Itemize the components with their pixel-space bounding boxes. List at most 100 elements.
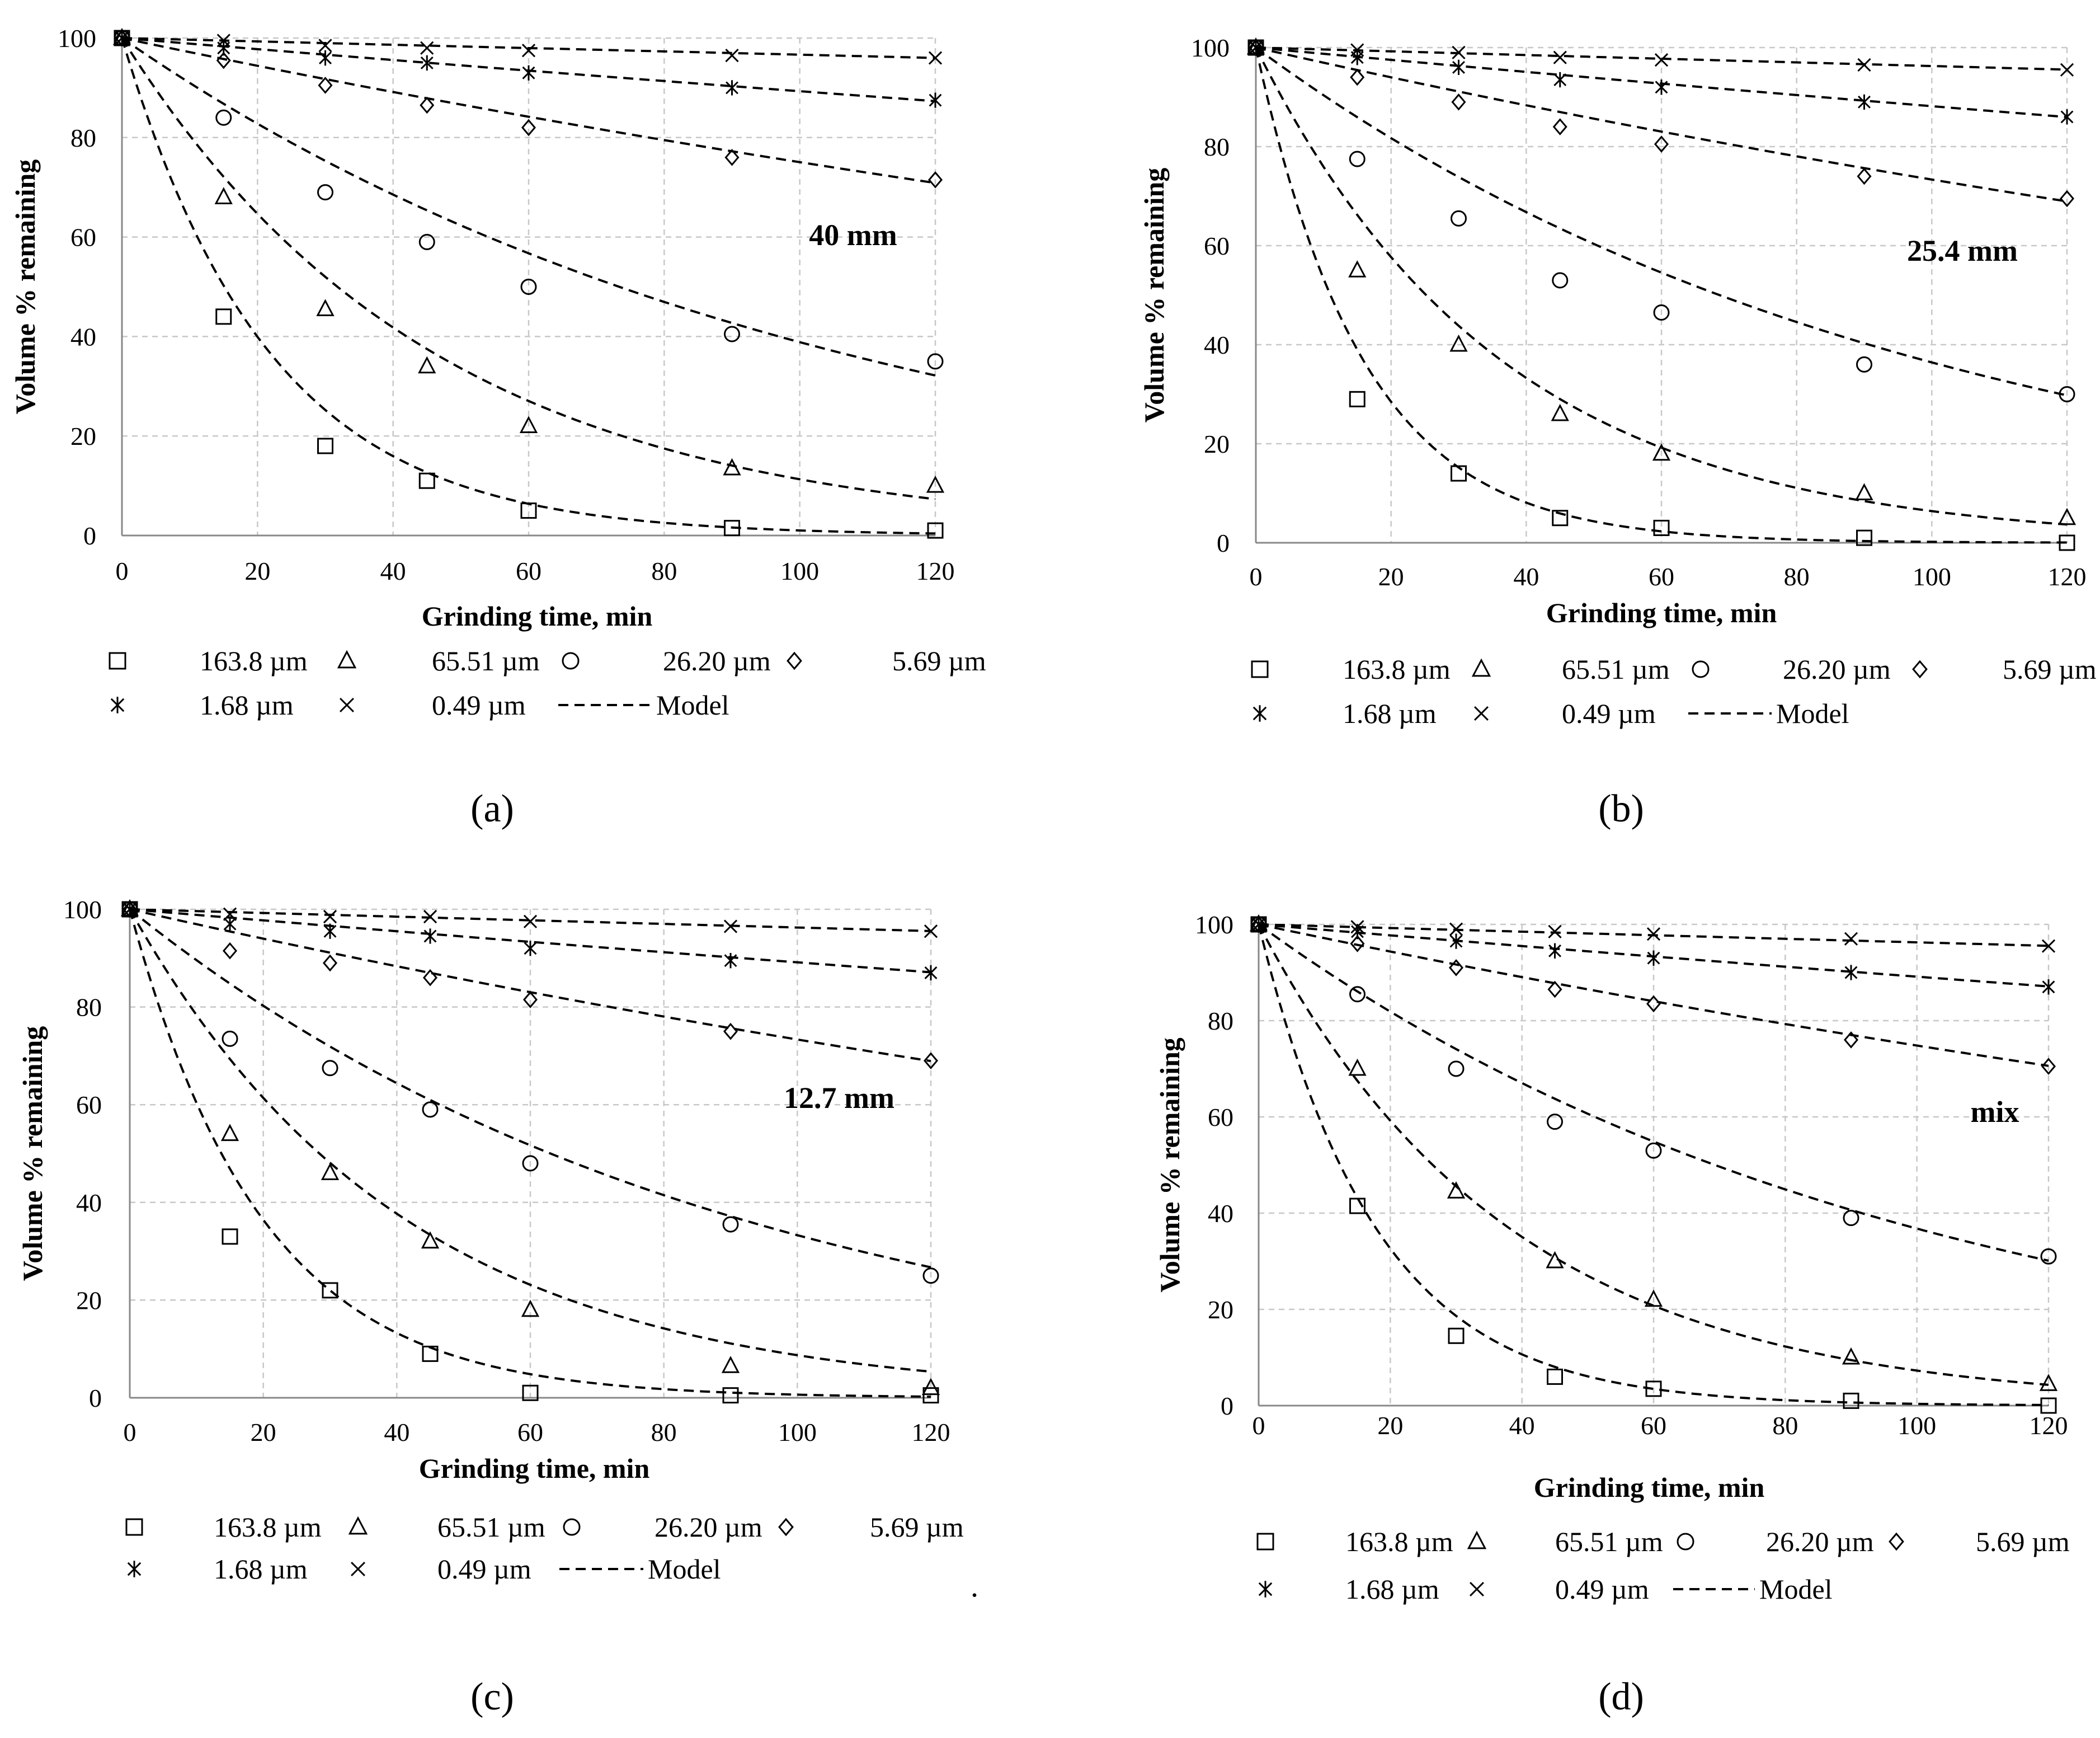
data-point bbox=[322, 1060, 338, 1077]
y-tick-label: 0 bbox=[89, 1384, 102, 1412]
data-point bbox=[723, 919, 738, 933]
x-tick-label: 100 bbox=[1913, 562, 1951, 591]
data-point bbox=[1548, 924, 1562, 939]
data-point bbox=[422, 969, 438, 987]
legend-diamond-symbol bbox=[778, 1518, 794, 1537]
x-tick-label: 40 bbox=[1509, 1411, 1535, 1440]
legend-asterisk-symbol bbox=[1258, 1581, 1273, 1598]
data-point bbox=[2059, 534, 2075, 551]
data-point bbox=[222, 1228, 238, 1245]
legend-triangle-symbol bbox=[348, 1516, 368, 1535]
data-point bbox=[2059, 190, 2075, 208]
data-point bbox=[423, 909, 437, 924]
x-tick-label: 80 bbox=[651, 557, 677, 585]
data-point bbox=[922, 1387, 939, 1404]
legend-label: 26.20 µm bbox=[1783, 654, 1891, 685]
data-point bbox=[1856, 529, 1872, 546]
model-curve bbox=[1255, 46, 2068, 203]
x-tick-label: 20 bbox=[1378, 562, 1404, 591]
data-point bbox=[922, 1267, 939, 1284]
y-tick-label: 60 bbox=[70, 223, 96, 252]
data-point bbox=[1856, 356, 1872, 373]
legend-item: 0.49 µm bbox=[340, 689, 526, 721]
model-curve bbox=[1255, 47, 2067, 544]
data-point bbox=[1350, 935, 1365, 952]
legend-label: 26.20 µm bbox=[1766, 1526, 1874, 1557]
legend-item: 65.51 µm bbox=[1471, 654, 1670, 685]
x-tick-label: 80 bbox=[1772, 1411, 1798, 1440]
data-point bbox=[1349, 1197, 1366, 1214]
x-tick-label: 0 bbox=[1253, 1411, 1265, 1440]
data-point bbox=[1350, 68, 1365, 86]
data-point bbox=[1644, 1289, 1663, 1307]
x-axis-label: Grinding time, min bbox=[1534, 1472, 1765, 1503]
data-point bbox=[1451, 210, 1467, 227]
y-tick-label: 40 bbox=[70, 322, 96, 351]
data-point bbox=[1645, 1380, 1662, 1397]
y-tick-label: 40 bbox=[76, 1189, 102, 1217]
legend-square-symbol bbox=[1251, 660, 1269, 678]
legend-label: 65.51 µm bbox=[437, 1511, 545, 1543]
data-point bbox=[1449, 933, 1463, 949]
data-point bbox=[722, 1387, 739, 1404]
stray-period: . bbox=[971, 1569, 978, 1604]
legend-item: 0.49 µm bbox=[351, 1553, 531, 1585]
data-point bbox=[522, 1155, 539, 1172]
legend-circle-symbol bbox=[562, 652, 580, 670]
legend-cross-symbol bbox=[351, 1562, 365, 1576]
legend-diamond-symbol bbox=[787, 651, 802, 670]
data-point bbox=[524, 941, 537, 956]
data-point bbox=[1349, 151, 1366, 167]
legend-label: Model bbox=[1776, 698, 1849, 729]
x-axis-label: Grinding time, min bbox=[1546, 597, 1777, 628]
legend-item: 163.8 µm bbox=[1251, 654, 1451, 685]
data-point bbox=[223, 907, 237, 921]
legend-item: 65.51 µm bbox=[1467, 1526, 1663, 1557]
data-point bbox=[115, 31, 129, 45]
data-point bbox=[522, 65, 535, 81]
data-point bbox=[1855, 483, 1873, 501]
chart-annotation: 25.4 mm bbox=[1907, 234, 2018, 267]
x-tick-label: 20 bbox=[1377, 1411, 1403, 1440]
data-point bbox=[1553, 50, 1567, 64]
x-axis-label: Grinding time, min bbox=[419, 1453, 650, 1484]
data-point bbox=[923, 1052, 939, 1069]
chart-panel-d: 0 20 40 60 80 100 0 20 40 60 80 100 120 Grinding time… bbox=[1154, 910, 2070, 1718]
data-point bbox=[1857, 167, 1872, 185]
data-point bbox=[924, 965, 938, 981]
data-point bbox=[1349, 986, 1366, 1003]
legend-item: 1.68 µm bbox=[1258, 1573, 1439, 1605]
data-point bbox=[1448, 1327, 1465, 1344]
legend-item: 0.49 µm bbox=[1474, 698, 1656, 729]
data-point bbox=[322, 954, 338, 972]
legend-cross-symbol bbox=[1470, 1582, 1484, 1596]
data-point bbox=[921, 1378, 940, 1396]
data-point bbox=[1448, 1060, 1465, 1077]
legend-label: 5.69 µm bbox=[2003, 654, 2097, 685]
legend-item: Model bbox=[558, 689, 729, 721]
data-point bbox=[1646, 995, 1661, 1013]
x-tick-label: 60 bbox=[1649, 562, 1674, 591]
data-point bbox=[519, 416, 538, 433]
data-point bbox=[1348, 260, 1367, 278]
data-point bbox=[1451, 93, 1466, 111]
x-tick-label: 40 bbox=[380, 557, 406, 585]
data-point bbox=[2057, 508, 2077, 525]
model-curve bbox=[121, 37, 936, 184]
legend-label: 5.69 µm bbox=[1976, 1526, 2070, 1557]
legend-label: 26.20 µm bbox=[655, 1511, 762, 1543]
data-point bbox=[217, 40, 230, 56]
legend-item: 65.51 µm bbox=[348, 1511, 545, 1543]
data-point bbox=[724, 149, 740, 166]
x-tick-label: 60 bbox=[516, 557, 542, 585]
data-point bbox=[2041, 1058, 2056, 1075]
data-point bbox=[1646, 927, 1661, 941]
data-point bbox=[1449, 334, 1468, 352]
data-point bbox=[721, 1356, 740, 1373]
legend-item: 1.68 µm bbox=[110, 689, 294, 721]
data-point bbox=[1249, 40, 1263, 55]
legend-label: 5.69 µm bbox=[892, 645, 986, 677]
data-point bbox=[1547, 1114, 1563, 1130]
panel-caption: (d) bbox=[1598, 1675, 1644, 1718]
